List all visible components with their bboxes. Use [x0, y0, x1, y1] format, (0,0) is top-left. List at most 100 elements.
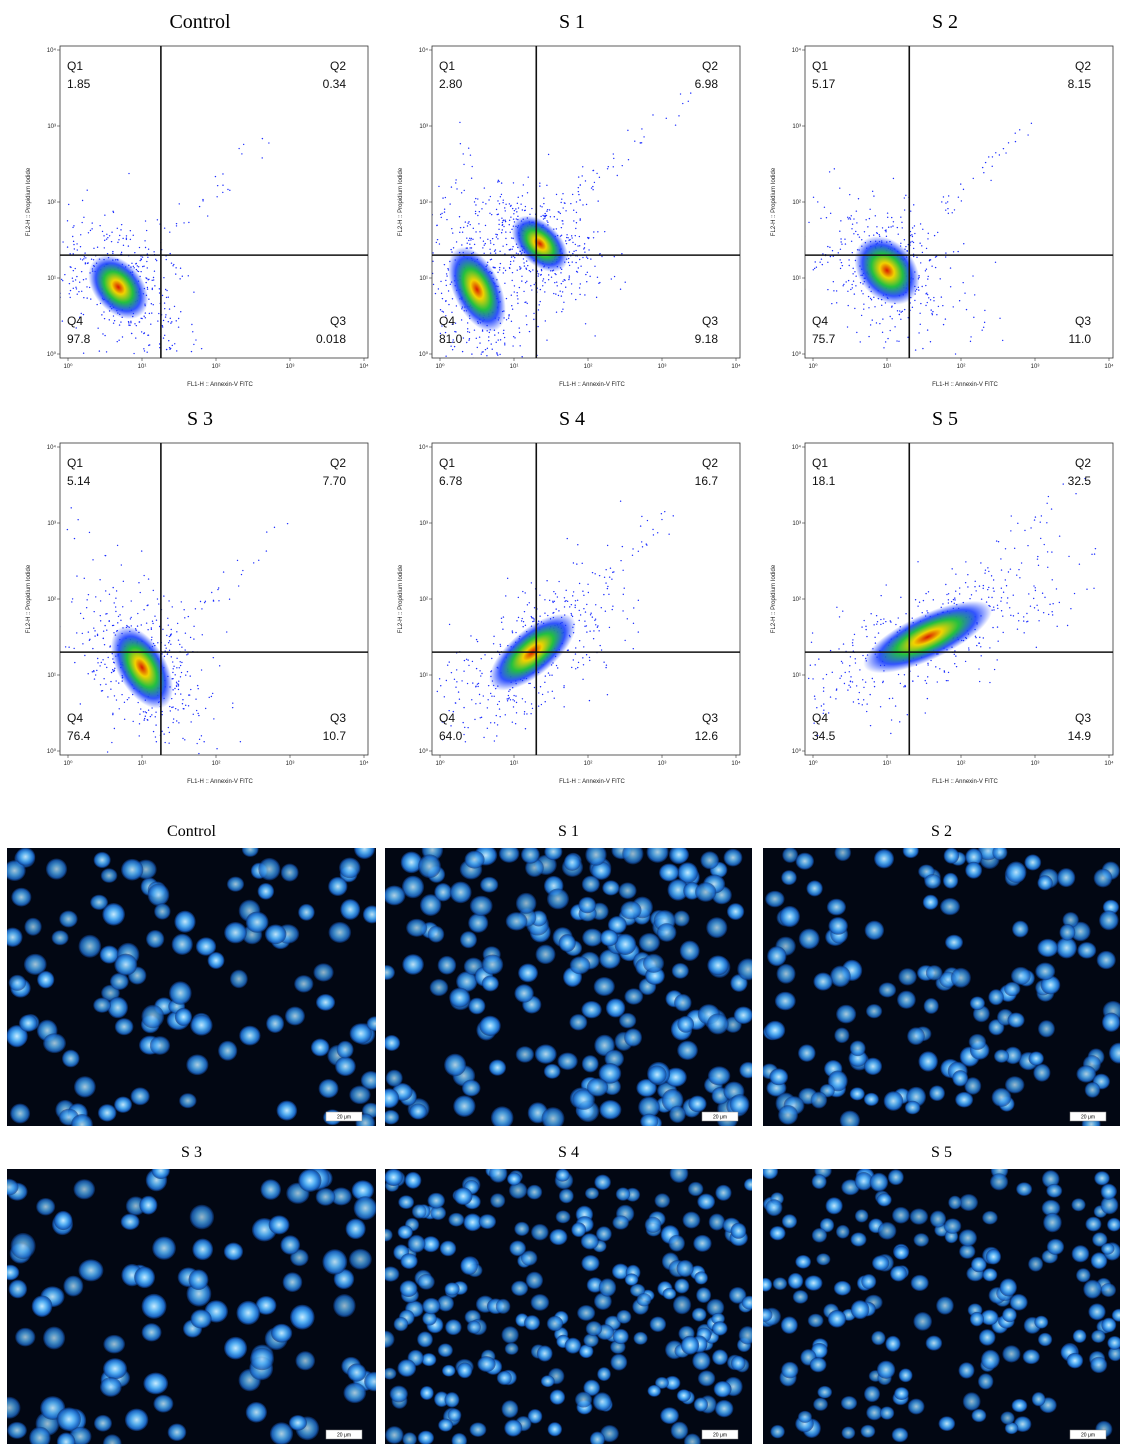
- event-dot: [998, 541, 999, 542]
- x-tick-label: 10⁴: [359, 363, 369, 370]
- nucleus: [963, 1392, 981, 1411]
- event-dot: [578, 267, 579, 268]
- nucleus: [836, 1225, 850, 1239]
- event-dot: [518, 597, 519, 598]
- event-dot: [538, 388, 539, 389]
- event-dot: [172, 345, 173, 346]
- event-dot: [577, 544, 578, 545]
- nucleus: [646, 841, 668, 862]
- event-dot: [86, 607, 87, 608]
- event-dot: [502, 222, 503, 223]
- event-dot: [430, 335, 431, 336]
- event-dot: [512, 345, 513, 346]
- event-dot: [558, 610, 559, 611]
- nucleus: [575, 1392, 592, 1408]
- event-dot: [511, 305, 512, 306]
- nucleus: [639, 933, 660, 952]
- event-dot: [104, 664, 105, 665]
- nucleus: [477, 1356, 495, 1372]
- micrograph: Control20 μm: [3, 823, 384, 1136]
- event-dot: [634, 141, 635, 142]
- event-dot: [979, 681, 980, 682]
- event-dot: [566, 243, 567, 244]
- nucleus: [890, 1266, 907, 1282]
- nucleus: [770, 1425, 785, 1438]
- event-dot: [193, 626, 194, 627]
- event-dot: [198, 688, 199, 689]
- event-dot: [483, 253, 484, 254]
- event-dot: [539, 595, 540, 596]
- event-dot: [90, 298, 91, 299]
- event-dot: [533, 313, 534, 314]
- event-dot: [238, 148, 239, 149]
- event-dot: [915, 349, 916, 350]
- event-dot: [67, 220, 68, 221]
- event-dot: [530, 683, 531, 684]
- event-dot: [564, 606, 565, 607]
- y-axis-label: FL2-H :: Propidium Iodide: [26, 167, 32, 236]
- nucleus: [114, 1096, 132, 1112]
- event-dot: [603, 594, 604, 595]
- event-dot: [481, 208, 482, 209]
- event-dot: [86, 286, 87, 287]
- nucleus: [57, 1407, 81, 1431]
- event-dot: [112, 251, 113, 252]
- nucleus: [444, 1392, 459, 1407]
- quadrant-name: Q3: [1075, 711, 1091, 725]
- event-dot: [104, 215, 105, 216]
- nucleus: [7, 1422, 27, 1439]
- event-dot: [497, 181, 498, 182]
- event-dot: [1027, 545, 1028, 546]
- event-dot: [513, 182, 514, 183]
- event-dot: [1040, 538, 1041, 539]
- nucleus: [781, 1316, 798, 1334]
- event-dot: [1001, 610, 1002, 611]
- event-dot: [163, 277, 164, 278]
- event-dot: [91, 259, 92, 260]
- event-dot: [986, 601, 987, 602]
- x-axis-label: FL1-H :: Annexin-V FITC: [187, 382, 253, 388]
- event-dot: [528, 176, 529, 177]
- nucleus: [727, 903, 744, 920]
- nucleus: [624, 988, 643, 1004]
- event-dot: [133, 353, 134, 354]
- event-dot: [496, 735, 497, 736]
- nucleus: [694, 1397, 708, 1411]
- x-axis-label: FL1-H :: Annexin-V FITC: [932, 779, 998, 785]
- nucleus: [115, 1018, 134, 1035]
- event-dot: [427, 302, 428, 303]
- event-dot: [153, 590, 154, 591]
- event-dot: [510, 206, 511, 207]
- event-dot: [172, 722, 173, 723]
- nucleus: [593, 1392, 612, 1411]
- event-dot: [827, 262, 828, 263]
- event-dot: [523, 184, 524, 185]
- event-dot: [117, 228, 118, 229]
- event-dot: [1035, 590, 1036, 591]
- event-dot: [437, 239, 438, 240]
- event-dot: [472, 682, 473, 683]
- event-dot: [519, 332, 520, 333]
- event-dot: [438, 186, 439, 187]
- event-dot: [479, 336, 480, 337]
- event-dot: [593, 638, 594, 639]
- event-dot: [517, 298, 518, 299]
- event-dot: [524, 592, 525, 593]
- event-dot: [927, 302, 928, 303]
- event-dot: [927, 698, 928, 699]
- event-dot: [74, 662, 75, 663]
- event-dot: [530, 271, 531, 272]
- event-dot: [477, 641, 478, 642]
- event-dot: [438, 288, 439, 289]
- event-dot: [552, 601, 553, 602]
- quadrant-percent: 1.85: [67, 77, 91, 91]
- nucleus: [421, 1353, 436, 1366]
- nucleus: [489, 1060, 506, 1076]
- event-dot: [577, 667, 578, 668]
- nucleus: [625, 1273, 639, 1285]
- event-dot: [498, 229, 499, 230]
- event-dot: [1006, 602, 1007, 603]
- event-dot: [575, 235, 576, 236]
- event-dot: [964, 292, 965, 293]
- event-dot: [889, 698, 890, 699]
